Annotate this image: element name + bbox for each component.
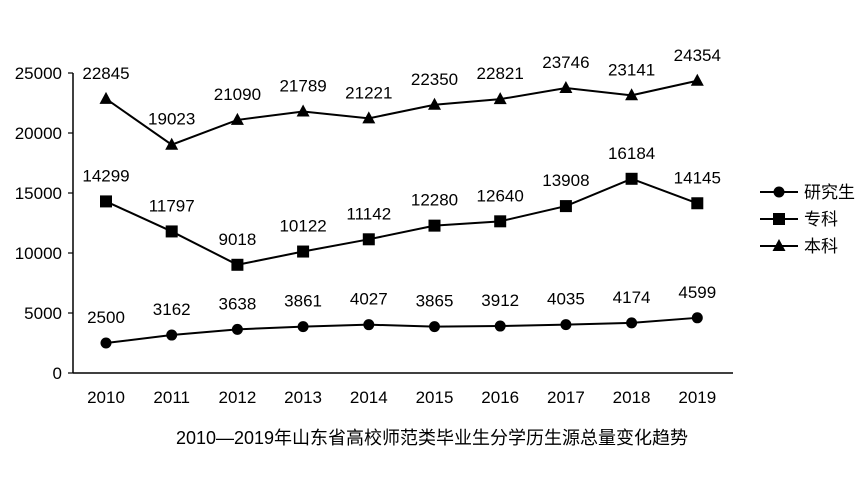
- x-tick-label: 2015: [416, 388, 454, 407]
- data-point-triangle: [362, 111, 376, 124]
- x-tick-label: 2010: [87, 388, 125, 407]
- data-point-square: [231, 258, 244, 271]
- x-tick-label: 2017: [547, 388, 585, 407]
- data-label: 23746: [542, 53, 589, 72]
- data-label: 3162: [153, 300, 191, 319]
- data-label: 11797: [149, 196, 195, 215]
- y-tick-label: 5000: [24, 304, 62, 323]
- axes: 0 5000 10000 15000 20000 25000 2010 2011 2012 201…: [15, 64, 733, 407]
- y-tick-label: 15000: [15, 184, 62, 203]
- data-point-square: [559, 200, 572, 213]
- data-point-square: [691, 197, 704, 210]
- data-point-circle: [560, 319, 572, 331]
- data-label: 21789: [279, 77, 326, 96]
- data-label: 16184: [608, 144, 655, 163]
- data-point-circle: [363, 319, 375, 331]
- data-point-triangle: [625, 88, 639, 101]
- data-point-circle: [166, 329, 178, 341]
- data-label: 13908: [542, 171, 589, 190]
- data-label: 14145: [674, 168, 721, 187]
- data-label: 9018: [218, 230, 256, 249]
- x-tick-label: 2018: [613, 388, 651, 407]
- data-point-circle: [100, 337, 112, 349]
- series-line: [105, 316, 698, 344]
- legend-label: 研究生: [804, 183, 855, 202]
- data-label: 14299: [82, 166, 129, 185]
- y-tick-label: 20000: [15, 124, 62, 143]
- legend-label: 本科: [804, 237, 838, 256]
- data-label: 21090: [214, 85, 261, 104]
- x-tick-label: 2013: [284, 388, 322, 407]
- legend-item: 本科: [760, 237, 838, 256]
- data-point-circle: [626, 317, 638, 329]
- chart-title: 2010—2019年山东省高校师范类毕业生分学历生源总量变化趋势: [175, 428, 689, 448]
- series-layer: [99, 73, 704, 349]
- data-label: 4174: [613, 288, 651, 307]
- series-square: [100, 172, 704, 271]
- data-point-square: [362, 233, 375, 246]
- data-label: 23141: [608, 60, 655, 79]
- legend-marker-triangle: [772, 239, 786, 251]
- data-point-square: [494, 215, 507, 228]
- x-tick-label: 2016: [481, 388, 519, 407]
- data-label: 11142: [346, 204, 391, 223]
- data-point-triangle: [99, 91, 113, 104]
- data-point-triangle: [559, 81, 573, 94]
- data-point-triangle: [493, 92, 507, 105]
- y-tick-label: 10000: [15, 244, 62, 263]
- series-line: [105, 177, 698, 266]
- y-tick-label: 0: [53, 364, 62, 383]
- x-tick-label: 2014: [350, 388, 388, 407]
- legend-item: 研究生: [760, 183, 855, 202]
- data-point-triangle: [690, 73, 704, 86]
- data-point-triangle: [165, 137, 179, 150]
- data-label: 2500: [87, 308, 125, 327]
- data-label: 10122: [279, 217, 326, 236]
- data-point-square: [625, 172, 638, 185]
- data-point-square: [100, 195, 112, 208]
- data-point-triangle: [428, 97, 441, 110]
- x-tick-label: 2012: [218, 388, 256, 407]
- series-triangle: [99, 73, 704, 150]
- data-label: 3638: [218, 294, 256, 313]
- data-point-circle: [429, 321, 440, 333]
- data-point-circle: [691, 312, 703, 324]
- data-label: 24354: [674, 46, 721, 65]
- data-label: 12640: [477, 186, 524, 205]
- data-label: 3912: [481, 291, 519, 310]
- data-point-circle: [231, 323, 243, 335]
- legend-label: 专科: [804, 210, 838, 229]
- data-point-square: [165, 225, 178, 238]
- data-label: 12280: [411, 191, 458, 210]
- data-label: 3865: [416, 292, 454, 311]
- data-labels: 2500 3162 3638 3861 4027 3865 3912 4035 4174 4599…: [82, 46, 721, 327]
- x-tick-label: 2011: [153, 388, 190, 407]
- data-point-triangle: [296, 104, 310, 117]
- legend-marker-circle: [773, 186, 785, 198]
- data-label: 3861: [284, 292, 322, 311]
- data-label: 4599: [678, 283, 716, 302]
- legend-item: 专科: [760, 210, 838, 229]
- y-tick-label: 25000: [15, 64, 62, 83]
- data-label: 4035: [547, 290, 585, 309]
- series-line: [105, 79, 698, 146]
- data-point-circle: [297, 321, 309, 333]
- series-circle: [100, 312, 703, 349]
- data-label: 22821: [477, 64, 524, 83]
- legend-marker-square: [773, 213, 785, 225]
- data-point-triangle: [230, 112, 244, 125]
- data-point-square: [428, 219, 441, 232]
- data-point-circle: [494, 320, 506, 332]
- data-point-square: [297, 245, 310, 258]
- data-label: 21221: [345, 83, 392, 102]
- data-label: 22350: [411, 70, 458, 89]
- x-tick-label: 2019: [678, 388, 716, 407]
- data-label: 4027: [350, 290, 388, 309]
- data-label: 22845: [82, 64, 129, 83]
- data-label: 19023: [148, 110, 195, 129]
